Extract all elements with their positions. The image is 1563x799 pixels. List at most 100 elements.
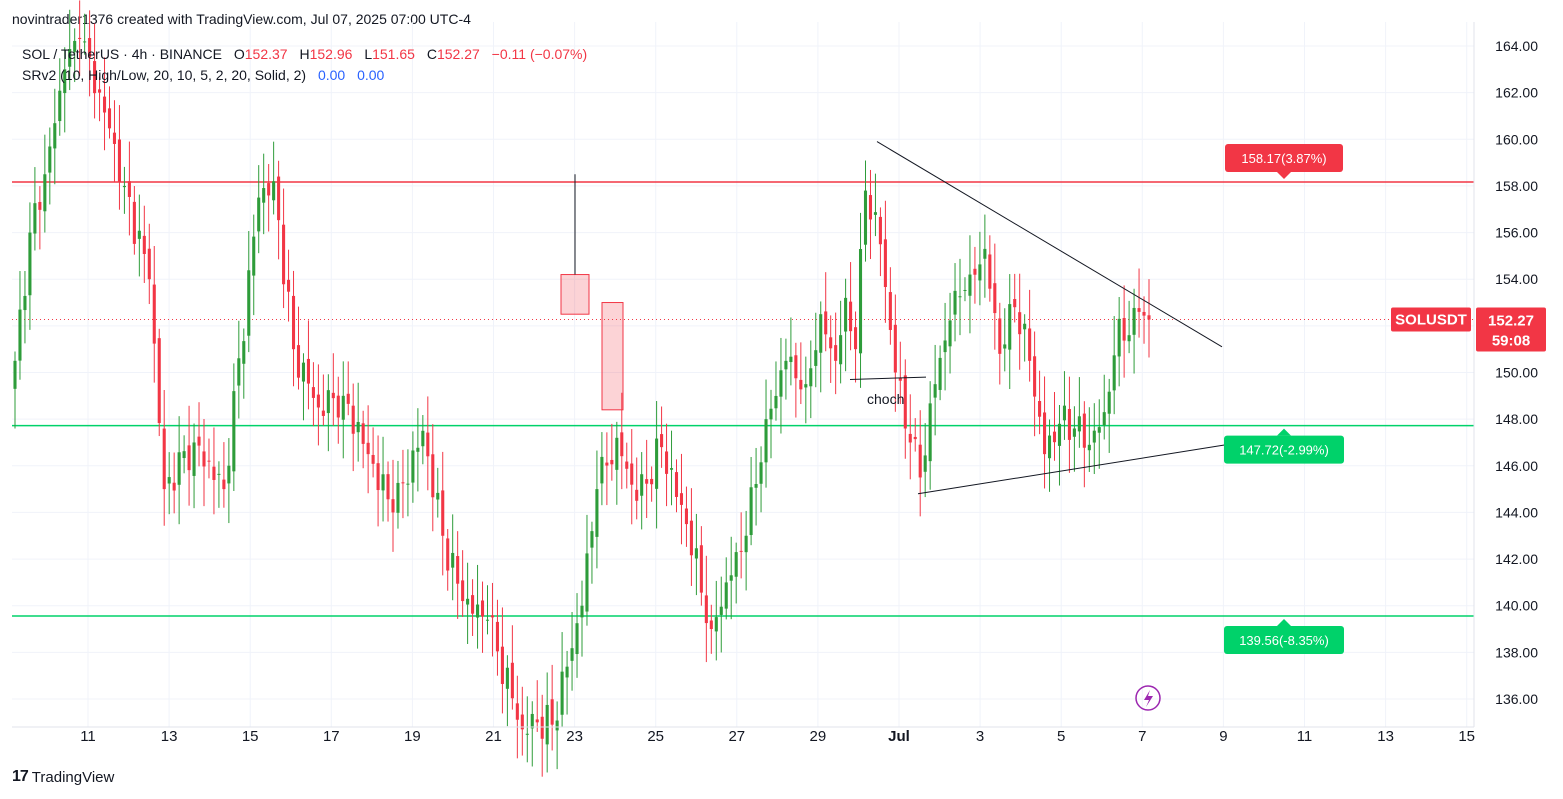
indicator-name[interactable]: SRv2 (10, High/Low, 20, 10, 5, 2, 20, So… <box>22 67 307 83</box>
candle <box>421 415 425 465</box>
candle <box>336 376 340 444</box>
candle-body <box>764 419 768 463</box>
candle-body <box>1107 391 1111 414</box>
candle <box>277 160 281 260</box>
candle <box>311 362 315 427</box>
candle <box>406 449 410 517</box>
candle-body <box>132 201 136 244</box>
candle <box>794 342 798 418</box>
candle <box>849 262 853 351</box>
x-tick-label: 15 <box>1458 728 1475 745</box>
level-badge[interactable]: 147.72(-2.99%) <box>1224 428 1344 464</box>
candle-body <box>1112 355 1116 391</box>
candle <box>1023 314 1027 362</box>
candle-body <box>814 350 818 366</box>
candle <box>744 510 748 591</box>
candle-body <box>610 459 614 465</box>
lightning-icon[interactable] <box>1135 685 1161 711</box>
candle-body <box>719 606 723 615</box>
lightning-icon-ring <box>1135 685 1161 711</box>
candle-body <box>172 482 176 491</box>
candle-body <box>227 465 231 484</box>
candle <box>207 438 211 479</box>
candle-body <box>152 284 156 344</box>
candle-body <box>749 487 753 536</box>
x-tick-label: 27 <box>728 728 745 745</box>
candle <box>341 361 345 459</box>
candle-body <box>187 445 191 471</box>
candle <box>948 292 952 374</box>
candle-body <box>252 236 256 276</box>
candle <box>122 166 126 214</box>
candle-body <box>665 451 669 474</box>
candle <box>590 521 594 584</box>
tradingview-logo-icon: 17 <box>12 768 29 785</box>
candle <box>714 580 718 661</box>
candle-body <box>1132 307 1136 335</box>
candle-body <box>888 292 892 330</box>
level-badge-box <box>1224 625 1344 654</box>
y-tick-label: 140.00 <box>1495 598 1538 614</box>
candle-body <box>1062 405 1066 421</box>
candle <box>446 529 450 591</box>
candle-body <box>590 531 594 548</box>
level-badge-arrow <box>1277 618 1291 626</box>
candle-body <box>794 355 798 379</box>
candle <box>520 686 524 756</box>
candle <box>1028 289 1032 382</box>
candle <box>28 202 32 330</box>
level-badge-label: 147.72(-2.99%) <box>1239 443 1329 458</box>
candle <box>391 459 395 552</box>
candle <box>789 317 793 386</box>
candle <box>600 432 604 506</box>
candle <box>48 127 52 205</box>
candle-body <box>769 408 773 420</box>
candle <box>829 315 833 383</box>
candle <box>1062 371 1066 440</box>
candle <box>301 353 306 421</box>
candle <box>63 47 67 133</box>
candle <box>918 410 922 517</box>
level-badge[interactable]: 139.56(-8.35%) <box>1224 618 1344 654</box>
candle <box>734 542 738 604</box>
candle <box>1018 273 1022 370</box>
candle <box>1092 403 1096 475</box>
candle-body <box>102 96 107 113</box>
candle <box>1052 392 1057 461</box>
candle <box>142 205 146 283</box>
candle <box>1137 268 1141 338</box>
tradingview-logo[interactable]: 17 TradingView <box>12 768 114 786</box>
candle-body <box>993 283 997 314</box>
candle <box>774 361 778 421</box>
candle <box>769 389 773 459</box>
price-countdown: 59:08 <box>1492 333 1530 350</box>
candle <box>242 328 246 399</box>
candle-body <box>396 482 400 513</box>
candle <box>461 550 465 617</box>
candle-body <box>525 733 529 735</box>
candle <box>978 231 982 306</box>
indicator-value-1: 0.00 <box>317 67 346 83</box>
candle-body <box>679 493 684 505</box>
legend-symbol[interactable]: SOL / TetherUS · 4h · BINANCE <box>22 46 222 62</box>
level-badge[interactable]: 158.17(3.87%) <box>1225 143 1343 179</box>
current-price-badge[interactable]: SOLUSDT 152.27 59:08 <box>1391 307 1546 352</box>
candle <box>973 246 977 304</box>
candle <box>988 235 992 302</box>
candle <box>351 383 355 472</box>
indicator-legend[interactable]: SRv2 (10, High/Low, 20, 10, 5, 2, 20, So… <box>22 67 384 83</box>
y-tick-label: 150.00 <box>1495 365 1538 381</box>
legend-high-label: H <box>299 46 310 62</box>
candle <box>1013 273 1017 323</box>
legend-open-label: O <box>233 46 245 62</box>
candle <box>729 536 733 620</box>
symbol-legend[interactable]: SOL / TetherUS · 4h · BINANCE O152.37 H1… <box>22 46 587 62</box>
candle-body <box>376 463 380 491</box>
candle-body <box>321 410 325 416</box>
candle <box>739 512 743 579</box>
candle <box>306 320 310 410</box>
candle <box>78 0 82 76</box>
candle <box>476 564 480 649</box>
candle-body <box>63 69 67 94</box>
